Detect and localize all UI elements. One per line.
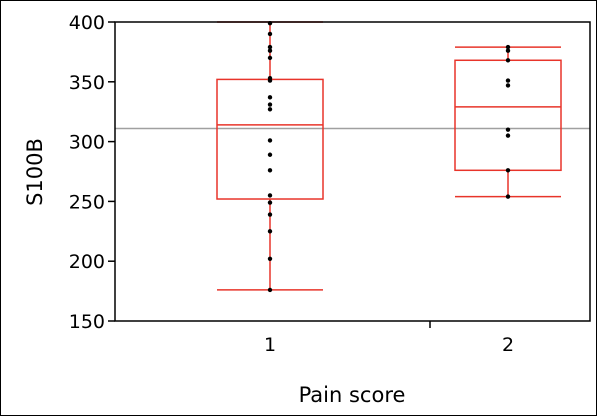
data-point xyxy=(267,102,273,107)
data-point xyxy=(267,200,273,205)
data-point xyxy=(505,194,511,199)
data-point xyxy=(267,44,273,50)
data-point xyxy=(267,107,273,112)
plot-area xyxy=(114,21,591,322)
data-point xyxy=(267,229,273,234)
data-point xyxy=(267,95,273,100)
x-tick-label: 2 xyxy=(502,334,514,356)
data-point xyxy=(267,256,273,262)
data-point xyxy=(267,152,273,157)
data-point xyxy=(505,44,511,50)
data-point xyxy=(267,48,273,53)
data-point xyxy=(267,193,273,198)
data-point xyxy=(505,127,511,132)
data-point xyxy=(267,287,273,293)
data-point xyxy=(267,212,273,217)
data-point xyxy=(505,58,511,63)
y-tick-label: 150 xyxy=(69,311,105,333)
y-tick-label: 200 xyxy=(69,251,105,273)
x-tick-label: 1 xyxy=(264,334,276,356)
y-tick-label: 350 xyxy=(69,72,105,94)
y-tick-label: 250 xyxy=(69,191,105,213)
data-point xyxy=(505,133,511,138)
data-point xyxy=(267,138,273,143)
y-axis-title: S100B xyxy=(23,138,47,206)
interquartile-box xyxy=(454,59,562,172)
data-point xyxy=(267,31,273,37)
box-group-1 xyxy=(216,20,324,293)
data-point xyxy=(505,168,511,173)
y-tick-label: 400 xyxy=(69,12,105,34)
data-point xyxy=(267,168,273,173)
y-tick-label: 300 xyxy=(69,132,105,154)
data-point xyxy=(267,55,273,61)
data-point xyxy=(505,83,511,88)
x-axis-title: Pain score xyxy=(299,383,406,407)
data-point xyxy=(505,78,511,83)
data-point xyxy=(267,78,273,83)
data-point xyxy=(505,48,511,53)
box-group-2 xyxy=(454,44,562,199)
